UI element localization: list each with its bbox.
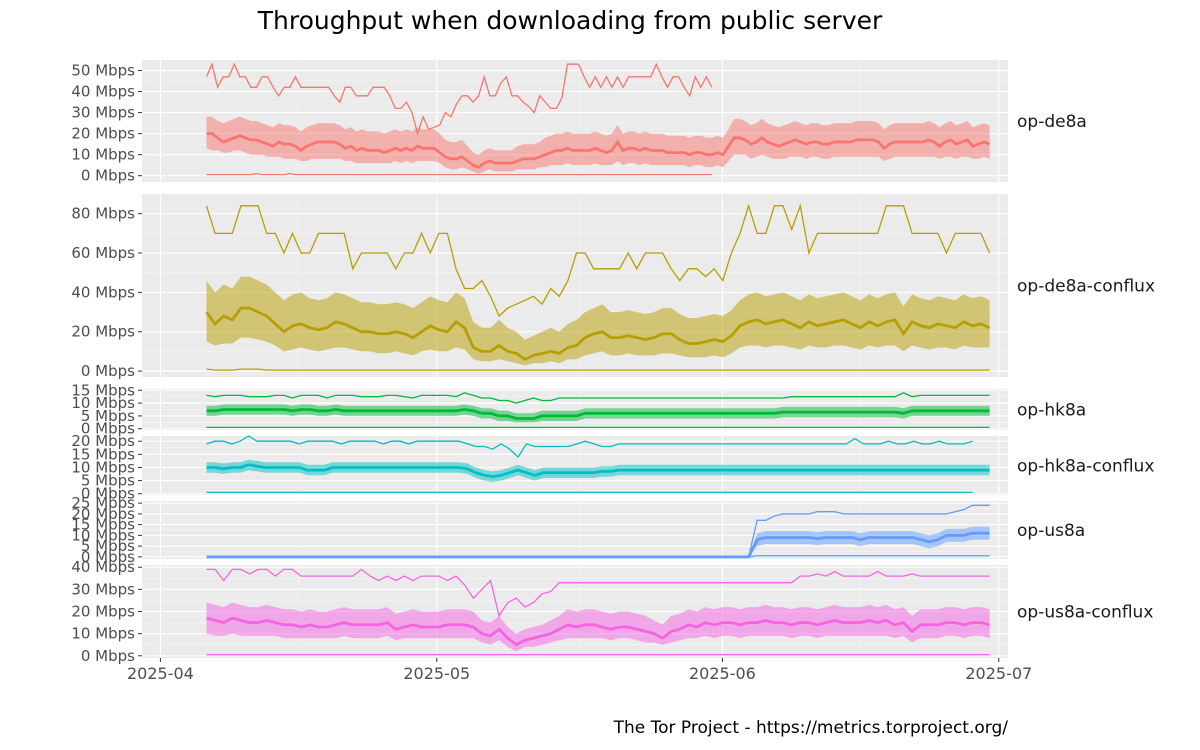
y-tick-label: 30 Mbps [71, 104, 135, 122]
series-max-line [205, 62, 713, 136]
y-tick-label: 20 Mbps [71, 323, 135, 341]
y-tick-label: 20 Mbps [71, 125, 135, 143]
y-tick-label: 40 Mbps [71, 83, 135, 101]
y-tick-label: 5 Mbps [81, 537, 135, 555]
y-tick-label: 80 Mbps [71, 205, 135, 223]
facet-label: op-hk8a-conflux [1017, 457, 1154, 477]
y-tick-label: 10 Mbps [71, 526, 135, 544]
y-tick-label: 0 Mbps [81, 167, 135, 185]
y-tick-label: 0 Mbps [81, 420, 135, 438]
y-tick-label: 0 Mbps [81, 362, 135, 380]
x-tick-label: 2025-05 [403, 664, 470, 683]
facet-label: op-de8a-conflux [1017, 277, 1155, 297]
series-max-line [206, 568, 990, 618]
series-median-line [206, 531, 990, 559]
source-caption: The Tor Project - https://metrics.torpro… [613, 718, 1008, 738]
series-iqr-band [206, 526, 990, 557]
chart-title: Throughput when downloading from public … [257, 6, 883, 35]
series-max-line [206, 435, 973, 459]
y-tick-label: 10 Mbps [71, 458, 135, 476]
y-tick-label: 40 Mbps [71, 558, 135, 576]
y-tick-label: 0 Mbps [81, 485, 135, 503]
facet-label: op-hk8a [1017, 401, 1086, 421]
facet-label: op-de8a [1017, 112, 1087, 132]
y-tick-label: 25 Mbps [71, 494, 135, 512]
y-tick-label: 15 Mbps [71, 516, 135, 534]
series-min-line [206, 368, 990, 371]
series-iqr-band [206, 116, 990, 174]
series-max-line [205, 203, 991, 318]
y-tick-label: 50 Mbps [71, 62, 135, 80]
y-tick-label: 30 Mbps [71, 580, 135, 598]
y-tick-label: 5 Mbps [81, 407, 135, 425]
series-median-line [206, 132, 991, 169]
y-tick-label: 10 Mbps [71, 394, 135, 412]
series-median-line [206, 616, 990, 647]
y-tick-label: 20 Mbps [71, 603, 135, 621]
x-tick-label: 2025-04 [127, 664, 194, 683]
facet-label: op-us8a-conflux [1017, 603, 1153, 623]
series-max-line [206, 392, 990, 404]
y-tick-label: 60 Mbps [71, 244, 135, 262]
y-tick-label: 0 Mbps [81, 647, 135, 665]
series-median-line [206, 408, 990, 420]
y-tick-label: 40 Mbps [71, 283, 135, 301]
x-tick-label: 2025-06 [689, 664, 756, 683]
facet-label: op-us8a [1017, 521, 1085, 541]
series-median-line [206, 463, 990, 479]
series-iqr-band [206, 276, 990, 366]
x-tick-label: 2025-07 [965, 664, 1032, 683]
y-tick-label: 5 Mbps [81, 472, 135, 490]
series-median-line [205, 306, 991, 361]
y-tick-label: 10 Mbps [71, 625, 135, 643]
y-tick-label: 20 Mbps [71, 432, 135, 450]
y-tick-label: 15 Mbps [71, 381, 135, 399]
y-tick-label: 15 Mbps [71, 445, 135, 463]
y-tick-label: 0 Mbps [81, 548, 135, 566]
series-min-line [206, 172, 712, 176]
y-tick-label: 10 Mbps [71, 146, 135, 164]
y-tick-label: 20 Mbps [71, 505, 135, 523]
